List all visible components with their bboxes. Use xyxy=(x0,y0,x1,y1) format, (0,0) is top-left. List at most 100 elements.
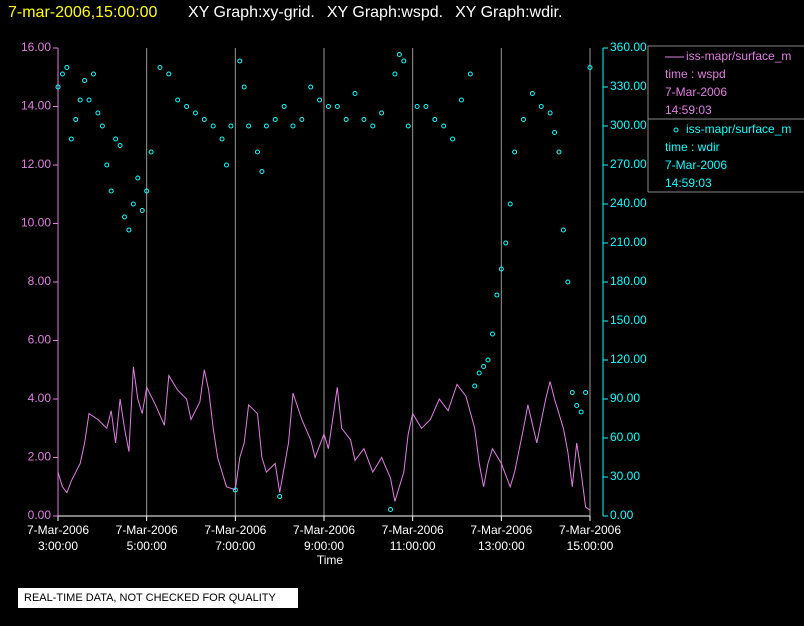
note: REAL-TIME DATA, NOT CHECKED FOR QUALITY xyxy=(24,592,276,604)
y2-tick-label: 300.00 xyxy=(610,118,647,132)
wdir-point xyxy=(210,123,216,129)
y-tick-label: 0.00 xyxy=(28,508,52,522)
wdir-point xyxy=(175,97,181,103)
wdir-point xyxy=(521,117,526,122)
legend-detail: 7-Mar-2006 xyxy=(665,158,727,172)
timestamp: 7-mar-2006,15:00:00 xyxy=(8,4,158,21)
wdir-point xyxy=(401,58,407,64)
wdir-point xyxy=(223,162,229,168)
x-axis-label: Time xyxy=(317,553,344,567)
wdir-point xyxy=(281,104,287,109)
wdir-point xyxy=(237,58,243,64)
wdir-point xyxy=(232,487,238,493)
wdir-point xyxy=(130,201,136,207)
wdir-point xyxy=(441,123,447,129)
graph-name: XY Graph:wspd. xyxy=(327,4,443,21)
x-tick-label: 7-Mar-2006 13:00:00 xyxy=(470,523,533,553)
y2-tick-label: 270.00 xyxy=(610,157,647,171)
graph-name: XY Graph:wdir. xyxy=(455,4,562,21)
y-tick-label: 6.00 xyxy=(28,333,52,347)
wdir-point xyxy=(481,364,487,369)
wdir-point xyxy=(246,123,252,129)
wdir-point xyxy=(259,169,265,174)
wdir-point xyxy=(144,188,150,194)
wdir-point xyxy=(547,110,553,116)
wdir-point xyxy=(352,91,358,96)
wdir-point xyxy=(317,97,323,103)
wdir-point xyxy=(432,117,438,122)
y2-tick-label: 60.00 xyxy=(610,430,640,444)
wdir-point xyxy=(512,149,518,155)
legend-detail: time : wdir xyxy=(665,140,720,154)
y-tick-label: 14.00 xyxy=(21,99,51,113)
wdir-point xyxy=(166,71,172,77)
wdir-point xyxy=(569,390,575,395)
wdir-point xyxy=(494,292,500,298)
note-box xyxy=(18,588,298,608)
wdir-point xyxy=(55,84,61,90)
wdir-point xyxy=(587,65,593,70)
wdir-point xyxy=(529,91,535,96)
x-tick-label: 7-Mar-2006 7:00:00 xyxy=(204,523,267,553)
x-tick-label: 7-Mar-2006 11:00:00 xyxy=(381,523,444,553)
y2-tick-label: 180.00 xyxy=(610,274,647,288)
wdir-point xyxy=(538,104,544,109)
wdir-point xyxy=(565,279,571,285)
wdir-point xyxy=(472,383,478,389)
legend-detail: 7-Mar-2006 xyxy=(665,85,727,99)
wdir-point xyxy=(73,117,79,122)
y-tick-label: 10.00 xyxy=(21,216,51,230)
wdir-point xyxy=(104,162,110,168)
wdir-point xyxy=(334,104,340,109)
wdir-point xyxy=(503,240,509,246)
wdir-point xyxy=(272,117,278,122)
y2-tick-label: 330.00 xyxy=(610,79,647,93)
wdir-point xyxy=(86,97,92,103)
wdir-point xyxy=(82,78,88,83)
x-tick-label: 7-Mar-2006 5:00:00 xyxy=(115,523,178,553)
wdir-point xyxy=(485,357,491,363)
y-tick-label: 8.00 xyxy=(28,274,52,288)
wdir-point xyxy=(560,227,566,233)
wdir-point xyxy=(228,123,234,129)
wdir-point xyxy=(370,123,376,129)
wspd-line xyxy=(57,366,591,511)
legend-label: iss-mapr/surface_m xyxy=(686,122,791,136)
wdir-point xyxy=(388,507,393,512)
y2-tick-label: 120.00 xyxy=(610,352,647,366)
wdir-point xyxy=(308,84,314,90)
wdir-point xyxy=(135,175,141,181)
graph-name: XY Graph:xy-grid. xyxy=(188,4,315,21)
y2-tick-label: 240.00 xyxy=(610,196,647,210)
y-tick-label: 4.00 xyxy=(28,391,52,405)
wdir-point xyxy=(241,84,247,90)
x-tick-label: 7-Mar-2006 15:00:00 xyxy=(558,523,622,553)
wdir-point xyxy=(489,331,495,337)
wdir-point xyxy=(396,52,402,57)
wdir-point xyxy=(458,97,464,103)
wdir-point xyxy=(139,208,145,213)
wdir-point xyxy=(219,136,225,142)
wdir-point xyxy=(113,136,119,142)
wdir-point xyxy=(507,201,513,207)
wdir-point xyxy=(184,104,190,109)
wdir-point xyxy=(450,136,456,142)
wdir-point xyxy=(157,65,163,70)
legend-marker xyxy=(673,127,679,133)
wdir-point xyxy=(255,149,260,155)
wdir-point xyxy=(299,117,305,122)
y2-tick-label: 150.00 xyxy=(610,313,647,327)
wdir-point xyxy=(414,104,420,109)
wdir-point xyxy=(95,110,101,116)
wdir-point xyxy=(423,104,429,109)
wdir-point xyxy=(467,71,473,77)
wdir-point xyxy=(148,149,154,155)
legend-detail: 14:59:03 xyxy=(665,176,712,190)
wdir-point xyxy=(192,110,198,116)
wdir-point xyxy=(361,117,367,122)
y2-tick-label: 0.00 xyxy=(610,508,634,522)
wdir-point xyxy=(392,71,398,77)
wdir-point xyxy=(263,123,269,129)
